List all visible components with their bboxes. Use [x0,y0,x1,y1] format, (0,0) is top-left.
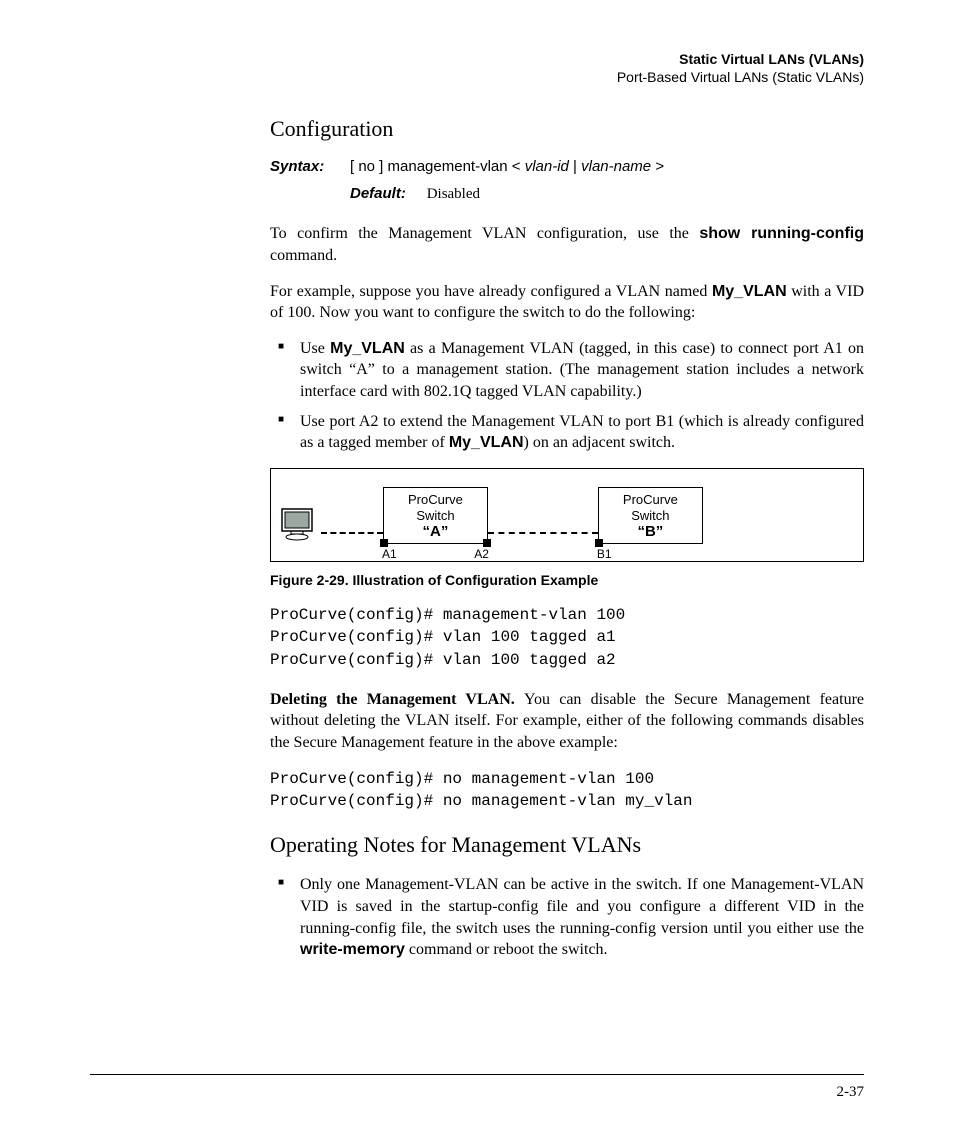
para1b: show running-config [699,225,864,242]
section-title-configuration: Configuration [270,116,864,142]
bullet-1: Use My_VLAN as a Management VLAN (tagged… [270,338,864,403]
syntax-row: Syntax: [ no ] management-vlan < vlan-id… [270,158,864,175]
b2c: ) on an adjacent switch. [524,434,676,451]
para1c: command. [270,247,337,264]
operating-notes-bullets: Only one Management-VLAN can be active i… [270,874,864,960]
page: Static Virtual LANs (VLANs) Port-Based V… [0,0,954,1145]
syntax-param1: vlan-id [525,158,569,175]
monitor-icon [281,508,315,547]
para1a: To confirm the Management VLAN configura… [270,225,699,242]
section-title-operating-notes: Operating Notes for Management VLANs [270,832,864,858]
dash-line-1 [321,532,383,534]
syntax-prefix: [ no ] management-vlan < [350,158,525,175]
b1a: Use [300,340,330,357]
op1a: Only one Management-VLAN can be active i… [300,876,864,936]
b2b: My_VLAN [449,434,524,451]
switch-b-rect: ProCurve Switch “B” B1 [598,487,703,544]
syntax-param2: vlan-name [581,158,651,175]
switch-b-name: “B” [623,523,678,541]
figure-box: ProCurve Switch “A” A1 A2 ProCurve Switc… [270,468,864,562]
syntax-body: [ no ] management-vlan < vlan-id | vlan-… [350,158,864,175]
footer-rule [90,1074,864,1075]
syntax-suffix: > [651,158,664,175]
switch-a-block: ProCurve Switch “A” A1 A2 [383,487,488,544]
header-title: Static Virtual LANs (VLANs) [270,50,864,68]
switch-a-name: “A” [408,523,463,541]
figure-inner: ProCurve Switch “A” A1 A2 ProCurve Switc… [281,477,853,555]
para3a: Deleting the Management VLAN. [270,691,524,708]
page-number: 2-37 [837,1084,865,1101]
code-block-2: ProCurve(config)# no management-vlan 100… [270,768,864,813]
default-row: Default: Disabled [350,185,864,203]
bullet-2: Use port A2 to extend the Management VLA… [270,411,864,454]
config-bullets: Use My_VLAN as a Management VLAN (tagged… [270,338,864,454]
b1b: My_VLAN [330,340,405,357]
paragraph-confirm: To confirm the Management VLAN configura… [270,223,864,266]
figure-caption: Figure 2-29. Illustration of Configurati… [270,572,864,588]
port-a2-label: A2 [474,547,489,561]
port-b1-label: B1 [597,547,612,561]
op-bullet-1: Only one Management-VLAN can be active i… [270,874,864,960]
syntax-sep: | [569,158,581,175]
paragraph-example-intro: For example, suppose you have already co… [270,281,864,324]
op1b: write-memory [300,941,405,958]
para2a: For example, suppose you have already co… [270,283,712,300]
paragraph-deleting: Deleting the Management VLAN. You can di… [270,689,864,754]
page-header: Static Virtual LANs (VLANs) Port-Based V… [270,50,864,86]
port-a1-label: A1 [382,547,397,561]
switch-b-block: ProCurve Switch “B” B1 [598,487,703,544]
para2b: My_VLAN [712,283,787,300]
switch-a-label: ProCurve Switch [408,492,463,523]
header-subtitle: Port-Based Virtual LANs (Static VLANs) [270,68,864,86]
op1c: command or reboot the switch. [405,941,608,958]
default-label: Default: [350,185,406,202]
syntax-label: Syntax: [270,158,350,175]
switch-a-rect: ProCurve Switch “A” A1 A2 [383,487,488,544]
default-value: Disabled [427,186,480,202]
code-block-1: ProCurve(config)# management-vlan 100 Pr… [270,604,864,671]
switch-b-label: ProCurve Switch [623,492,678,523]
dash-line-2 [488,532,598,534]
